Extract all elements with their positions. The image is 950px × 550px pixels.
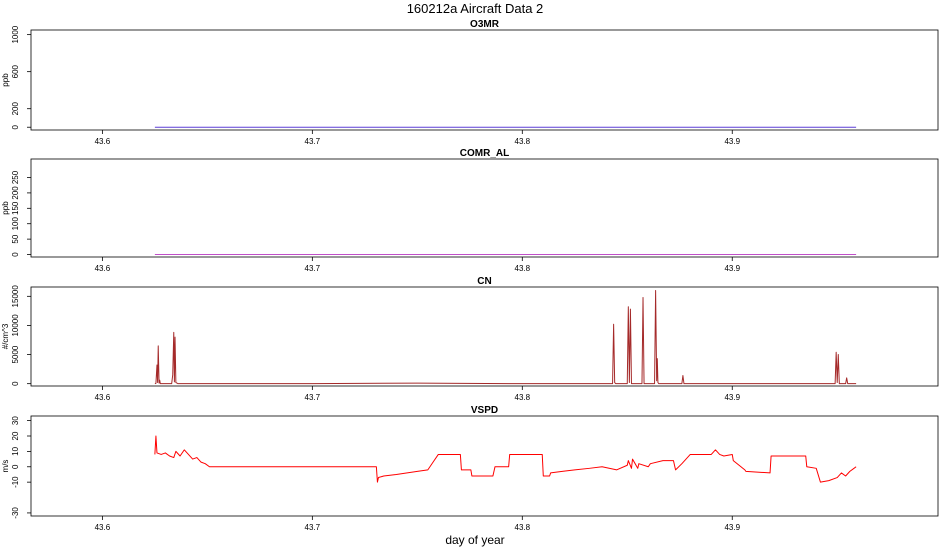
y-tick-label: 250 [11,170,20,184]
panel-o3mr: O3MR ppb 0 200 600 1000 43.6 43.7 43.8 43.9 [1,19,939,146]
x-tick-label: 43.6 [95,264,111,273]
plot-frame [30,29,939,131]
x-tick-label: 43.9 [724,393,740,402]
y-tick-label: 15000 [11,285,20,308]
series-line [154,289,857,385]
x-tick-label: 43.8 [515,264,531,273]
x-tick-label: 43.6 [95,523,111,532]
x-tick-label: 43.9 [724,523,740,532]
panel-vspd: VSPD m/s -30 -10 0 10 20 30 43.6 43.7 43.8 43.9 [1,405,939,532]
x-tick-label: 43.9 [724,264,740,273]
panel-title: VSPD [471,405,498,416]
plot-frame [30,286,939,387]
y-tick-label: 0 [11,252,20,257]
y-tick-label: -10 [11,476,20,488]
y-axis-label: ppb [1,201,10,215]
x-tick-label: 43.7 [305,523,321,532]
panel-title: O3MR [470,19,500,30]
y-tick-label: 200 [11,186,20,200]
x-tick-label: 43.7 [305,137,321,146]
y-tick-label: 1000 [11,25,20,43]
panel-title: COMR_AL [460,148,509,159]
panel-cn: CN #/cm^3 0 5000 10000 15000 43.6 43.7 43.8 43.9 [1,276,939,402]
x-tick-label: 43.6 [95,137,111,146]
y-tick-label: 5000 [11,345,20,363]
y-axis-label: ppb [1,73,10,87]
plot-frame [30,415,939,517]
x-tick-label: 43.8 [515,393,531,402]
x-tick-label: 43.7 [305,393,321,402]
x-tick-label: 43.8 [515,523,531,532]
y-tick-label: 10 [11,446,20,455]
y-tick-label: 30 [11,416,20,425]
y-tick-label: -30 [11,507,20,519]
y-tick-label: 0 [11,124,20,129]
y-tick-label: 10000 [11,314,20,337]
series-line [154,435,857,483]
x-tick-label: 43.7 [305,264,321,273]
y-axis-label: m/s [1,460,10,473]
y-tick-label: 200 [11,101,20,115]
x-tick-label: 43.9 [724,137,740,146]
figure-title: 160212a Aircraft Data 2 [407,1,544,16]
panel-title: CN [477,276,491,287]
x-tick-label: 43.6 [95,393,111,402]
y-tick-label: 0 [11,381,20,386]
x-tick-label: 43.8 [515,137,531,146]
x-axis-label: day of year [445,533,504,547]
y-tick-label: 20 [11,431,20,440]
y-tick-label: 100 [11,216,20,230]
y-tick-label: 0 [11,464,20,469]
y-tick-label: 50 [11,234,20,243]
y-tick-label: 150 [11,201,20,215]
y-tick-label: 600 [11,64,20,78]
y-axis-label: #/cm^3 [1,323,10,349]
